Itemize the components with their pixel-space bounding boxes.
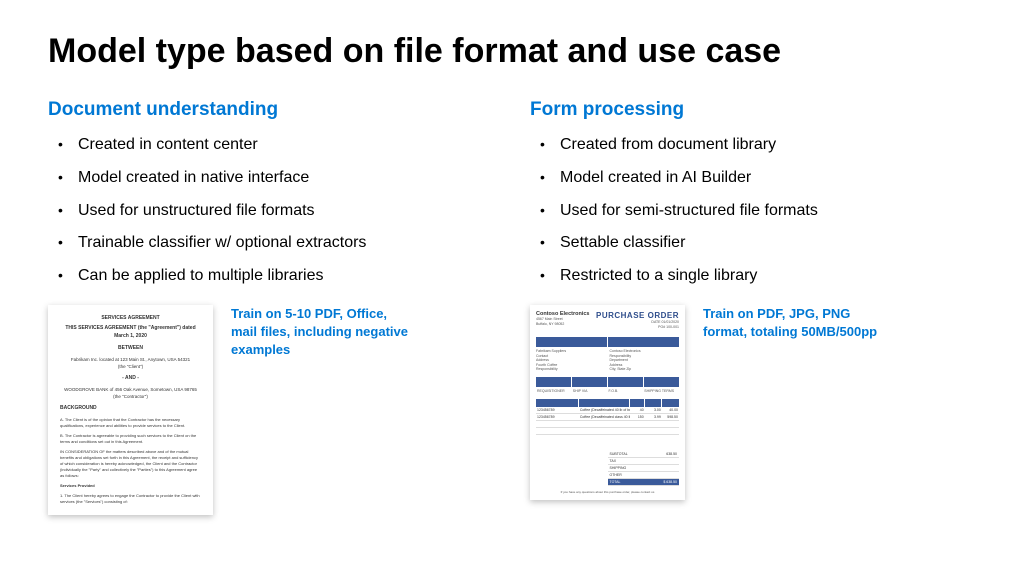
thumb-caption-left: Train on 5-10 PDF, Office, mail files, i… xyxy=(231,305,411,360)
bullet-item: Created in content center xyxy=(58,135,490,156)
doc-line: THIS SERVICES AGREEMENT (the "Agreement"… xyxy=(60,325,201,340)
bullet-item: Used for unstructured file formats xyxy=(58,201,490,222)
bullet-item: Used for semi-structured file formats xyxy=(540,201,972,222)
form-shipto-line: City, State Zip xyxy=(610,367,680,372)
bullet-item: Trainable classifier w/ optional extract… xyxy=(58,233,490,254)
form-addr: Buffalo, NY 98052 xyxy=(536,322,589,327)
doc-line: WOODGROVE BANK of 456 Oak Avenue, Someto… xyxy=(60,387,201,394)
doc-para: B. The Contractor is agreeable to provid… xyxy=(60,433,201,445)
doc-line: Fabrikam Inc. located at 123 Main St., A… xyxy=(60,357,201,364)
doc-para: 1. The Client hereby agrees to engage th… xyxy=(60,493,201,505)
bullets-right: Created from document library Model crea… xyxy=(530,135,972,287)
doc-para: IN CONSIDERATION OF the matters describe… xyxy=(60,449,201,479)
document-thumbnail: SERVICES AGREEMENT THIS SERVICES AGREEME… xyxy=(48,305,213,515)
bullet-item: Model created in AI Builder xyxy=(540,168,972,189)
form-table-row xyxy=(536,428,679,435)
doc-line: SERVICES AGREEMENT xyxy=(60,315,201,323)
bullet-item: Created from document library xyxy=(540,135,972,156)
heading-form-processing: Form processing xyxy=(530,99,972,121)
form-table-head xyxy=(536,399,679,407)
doc-para: A. The Client is of the opinion that the… xyxy=(60,417,201,429)
form-meta: PO# 100-001 xyxy=(596,325,679,330)
column-document-understanding: Document understanding Created in conten… xyxy=(48,99,490,515)
form-totals: SUBTOTAL638.50 TAX SHIPPING OTHER TOTAL$… xyxy=(608,451,680,486)
form-table-row: 123456789 Coffee (Decaffeinated 40 lb of… xyxy=(536,407,679,414)
form-footer: If you have any questions about this pur… xyxy=(536,490,679,494)
form-vendor-line: Responsibility xyxy=(536,367,606,372)
bullet-item: Restricted to a single library xyxy=(540,266,972,287)
form-po-label: PURCHASE ORDER xyxy=(596,311,679,320)
thumb-row-right: Contoso Electronics 4567 Main Street Buf… xyxy=(530,305,972,500)
bullets-left: Created in content center Model created … xyxy=(48,135,490,287)
doc-section: BACKGROUND xyxy=(60,405,201,413)
column-form-processing: Form processing Created from document li… xyxy=(530,99,972,515)
form-thumbnail: Contoso Electronics 4567 Main Street Buf… xyxy=(530,305,685,500)
bullet-item: Can be applied to multiple libraries xyxy=(58,266,490,287)
thumb-caption-right: Train on PDF, JPG, PNG format, totaling … xyxy=(703,305,883,341)
bullet-item: Model created in native interface xyxy=(58,168,490,189)
doc-line: BETWEEN xyxy=(60,345,201,353)
page-title: Model type based on file format and use … xyxy=(48,32,972,71)
form-vendor-bar xyxy=(536,337,679,347)
bullet-item: Settable classifier xyxy=(540,233,972,254)
columns: Document understanding Created in conten… xyxy=(48,99,972,515)
doc-line: - AND - xyxy=(60,375,201,383)
form-ship-labels: REQUISITIONER SHIP VIA F.O.B. SHIPPING T… xyxy=(536,389,679,393)
form-table-row: 123456789 Coffee (Decaffeinated class 40… xyxy=(536,414,679,421)
form-table-row xyxy=(536,421,679,428)
form-ship-bar xyxy=(536,377,679,387)
doc-subhead: Services Provided xyxy=(60,483,201,489)
doc-line: (the "Contractor") xyxy=(60,394,201,401)
thumb-row-left: SERVICES AGREEMENT THIS SERVICES AGREEME… xyxy=(48,305,490,515)
doc-line: (the "Client") xyxy=(60,364,201,371)
heading-doc-understanding: Document understanding xyxy=(48,99,490,121)
